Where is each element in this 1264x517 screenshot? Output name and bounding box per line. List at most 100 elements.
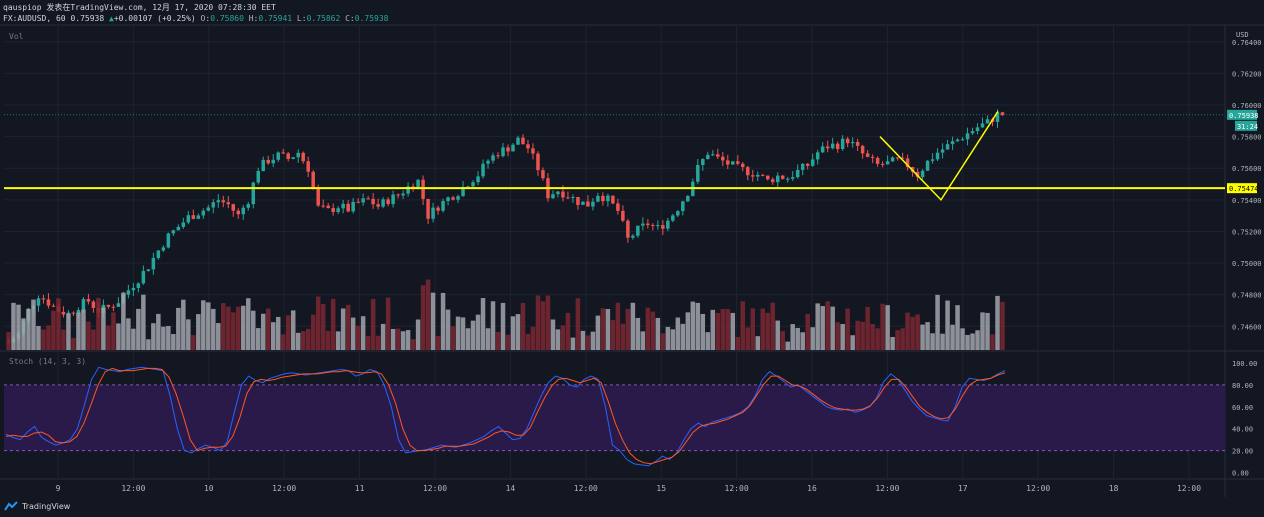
candle [885, 161, 890, 165]
volume-bar [1000, 301, 1005, 350]
volume-bar [475, 314, 481, 350]
candle [231, 204, 236, 211]
volume-bar [990, 334, 995, 350]
volume-bar [575, 298, 581, 350]
volume-bar [810, 327, 815, 350]
volume-bar [580, 330, 586, 350]
candle [431, 207, 435, 219]
candle [790, 177, 795, 179]
volume-bar [520, 303, 526, 350]
volume-bar [345, 304, 351, 350]
volume-bar [725, 309, 731, 350]
volume-bar [76, 312, 81, 350]
candle [950, 141, 955, 145]
candle [895, 157, 900, 159]
volume-bar [525, 334, 531, 350]
volume-bar [325, 330, 331, 350]
candle [391, 194, 395, 205]
x-tick-label: 12:00 [875, 484, 899, 493]
candle [686, 196, 690, 202]
volume-bar [905, 312, 910, 350]
candle [905, 158, 910, 168]
candle [726, 160, 730, 165]
candle [406, 186, 410, 194]
candle [351, 201, 355, 212]
volume-bar [106, 325, 111, 350]
candle [746, 167, 750, 176]
candle [131, 287, 136, 291]
volume-bar [935, 294, 940, 350]
candle [136, 283, 141, 288]
volume-bar [236, 306, 241, 350]
volume-bar [675, 317, 681, 350]
candle [46, 299, 51, 306]
volume-bar [21, 318, 26, 350]
volume-bar [415, 319, 421, 350]
candle [381, 199, 385, 207]
volume-bar [166, 326, 171, 350]
volume-bar [720, 308, 726, 350]
volume-bar [31, 299, 36, 350]
volume-bar [920, 324, 925, 350]
candle [371, 198, 375, 205]
candle [785, 178, 790, 180]
volume-bar [66, 313, 71, 350]
candle [471, 182, 475, 187]
high-label: H: [248, 14, 259, 23]
support-price-tag [1227, 183, 1257, 194]
volume-bar [395, 328, 401, 350]
volume-bar [870, 323, 875, 350]
candle [521, 137, 525, 145]
candle [206, 207, 211, 211]
candle [501, 147, 505, 157]
volume-bar [845, 308, 850, 350]
close-value: 0.75938 [354, 14, 389, 23]
candle [331, 208, 335, 213]
candle [825, 146, 830, 149]
volume-bar [910, 316, 915, 350]
candle [171, 230, 176, 234]
volume-bar [61, 329, 66, 350]
candle [556, 191, 560, 195]
volume-bar [710, 309, 716, 350]
volume-bar [211, 308, 216, 350]
x-tick-label: 9 [56, 484, 61, 493]
volume-bar [450, 326, 456, 350]
volume-bar [820, 306, 825, 350]
candle [731, 161, 735, 165]
volume-bar [410, 339, 416, 350]
volume-bar [315, 296, 321, 350]
volume-bar [246, 298, 251, 350]
candle [276, 152, 280, 160]
volume-bar [785, 341, 790, 350]
volume-bar [745, 327, 751, 350]
candle [915, 171, 920, 178]
volume-bar [835, 322, 840, 350]
volume-bar [930, 333, 935, 350]
last-value: 0.75938 [70, 14, 105, 23]
up-arrow-icon: ▲ [109, 14, 114, 23]
volume-bar [780, 331, 785, 350]
candle [920, 170, 925, 178]
y-tick-label: 0.76400 [1232, 39, 1262, 47]
candle [146, 269, 151, 272]
volume-bar [995, 295, 1000, 350]
candle [336, 208, 340, 213]
brand-footer[interactable]: TradingView [4, 501, 70, 511]
volume-bar [770, 302, 775, 350]
candle [940, 149, 945, 153]
candle [805, 163, 810, 166]
volume-bar [176, 307, 181, 350]
candle [221, 200, 226, 203]
volume-bar [565, 312, 571, 350]
volume-bar [196, 314, 201, 350]
volume-bar [950, 324, 955, 350]
volume-bar [495, 332, 501, 350]
volume-bar [695, 302, 701, 350]
support-price-label: 0.75474 [1229, 185, 1259, 193]
candle [930, 159, 935, 161]
stoch-tick-label: 40.00 [1232, 426, 1253, 434]
volume-bar [715, 312, 721, 350]
candle [835, 143, 840, 150]
